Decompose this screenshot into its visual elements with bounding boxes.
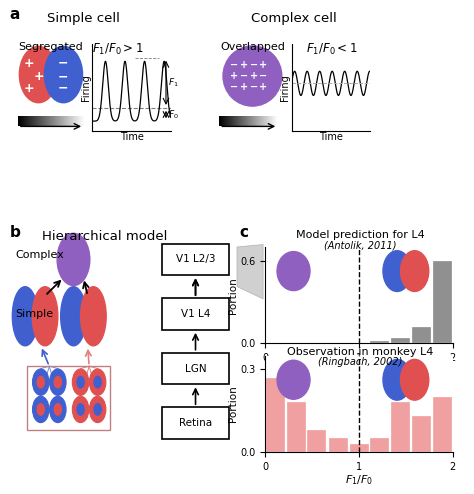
Text: +: + [230, 71, 238, 81]
Circle shape [73, 369, 89, 395]
Ellipse shape [45, 46, 82, 103]
Text: $F_0$: $F_0$ [168, 108, 179, 121]
Y-axis label: Firing: Firing [280, 74, 290, 101]
Circle shape [57, 233, 90, 286]
Text: +: + [24, 82, 34, 94]
Text: −: − [259, 71, 267, 81]
FancyBboxPatch shape [162, 407, 228, 439]
Text: +: + [259, 60, 267, 70]
Y-axis label: Portion: Portion [228, 277, 237, 314]
Circle shape [94, 404, 101, 415]
Circle shape [77, 376, 84, 388]
Bar [287, 403, 306, 452]
Text: Overlapped: Overlapped [220, 42, 285, 52]
X-axis label: Time: Time [119, 132, 144, 142]
Text: +: + [250, 71, 258, 81]
Ellipse shape [61, 287, 86, 346]
Ellipse shape [81, 287, 106, 346]
Text: −: − [230, 82, 238, 92]
Text: a: a [9, 7, 20, 22]
FancyBboxPatch shape [162, 353, 228, 384]
Text: −: − [250, 82, 258, 92]
Text: −: − [250, 60, 258, 70]
Bar [350, 444, 368, 452]
Y-axis label: Firing: Firing [81, 74, 91, 101]
Circle shape [37, 404, 45, 415]
Text: LGN: LGN [185, 364, 206, 373]
Text: +: + [33, 70, 44, 83]
Text: +: + [239, 82, 247, 92]
Text: +: + [259, 82, 267, 92]
Bar [308, 430, 327, 452]
Text: b: b [9, 225, 20, 240]
Bar [412, 327, 431, 343]
Text: −: − [230, 60, 238, 70]
Bar [370, 340, 389, 343]
Text: −: − [58, 57, 69, 70]
Circle shape [37, 376, 45, 388]
Ellipse shape [12, 287, 38, 346]
Circle shape [33, 396, 49, 422]
Text: Complex cell: Complex cell [251, 12, 337, 25]
Text: V1 L2/3: V1 L2/3 [176, 254, 215, 264]
Bar [266, 378, 285, 452]
Circle shape [54, 404, 62, 415]
Circle shape [90, 396, 106, 422]
Text: Simple cell: Simple cell [46, 12, 119, 25]
Text: Model prediction for L4: Model prediction for L4 [296, 230, 425, 240]
Bar [391, 403, 410, 452]
Circle shape [33, 369, 49, 395]
Circle shape [77, 404, 84, 415]
X-axis label: $F_1/F_0$: $F_1/F_0$ [345, 473, 373, 487]
Circle shape [50, 396, 66, 422]
Text: V1 L4: V1 L4 [181, 309, 210, 319]
Text: Complex: Complex [15, 250, 64, 260]
Text: +: + [239, 60, 247, 70]
FancyBboxPatch shape [162, 244, 228, 275]
Bar [329, 438, 348, 452]
Text: c: c [239, 225, 248, 240]
Text: −: − [58, 82, 69, 94]
Text: Simple: Simple [15, 309, 53, 319]
Text: +: + [24, 57, 34, 70]
Bar [412, 416, 431, 452]
Text: $F_1$: $F_1$ [168, 77, 179, 89]
Ellipse shape [32, 287, 58, 346]
Ellipse shape [19, 46, 57, 103]
Text: $F_1/F_0 > 1$: $F_1/F_0 > 1$ [92, 42, 144, 57]
Text: Observation in monkey L4: Observation in monkey L4 [287, 347, 433, 357]
Bar [370, 438, 389, 452]
Circle shape [54, 376, 62, 388]
Y-axis label: Portion: Portion [228, 385, 237, 422]
Text: Segregated: Segregated [18, 42, 83, 52]
X-axis label: Time: Time [319, 132, 343, 142]
FancyBboxPatch shape [162, 298, 228, 330]
Bar [391, 338, 410, 343]
Text: Hierarchical model: Hierarchical model [42, 230, 167, 243]
Circle shape [73, 396, 89, 422]
Bar [433, 261, 452, 343]
Text: Retina: Retina [179, 418, 212, 428]
X-axis label: $F_1/F_0$: $F_1/F_0$ [345, 365, 373, 378]
Circle shape [50, 369, 66, 395]
Text: (Ringbach, 2002): (Ringbach, 2002) [318, 357, 402, 367]
Circle shape [223, 46, 282, 106]
Circle shape [90, 369, 106, 395]
Text: (Antolik, 2011): (Antolik, 2011) [324, 240, 396, 250]
Circle shape [94, 376, 101, 388]
Text: −: − [58, 70, 69, 83]
Bar [433, 397, 452, 452]
Text: −: − [239, 71, 247, 81]
Text: $F_1/F_0 < 1$: $F_1/F_0 < 1$ [306, 42, 357, 57]
